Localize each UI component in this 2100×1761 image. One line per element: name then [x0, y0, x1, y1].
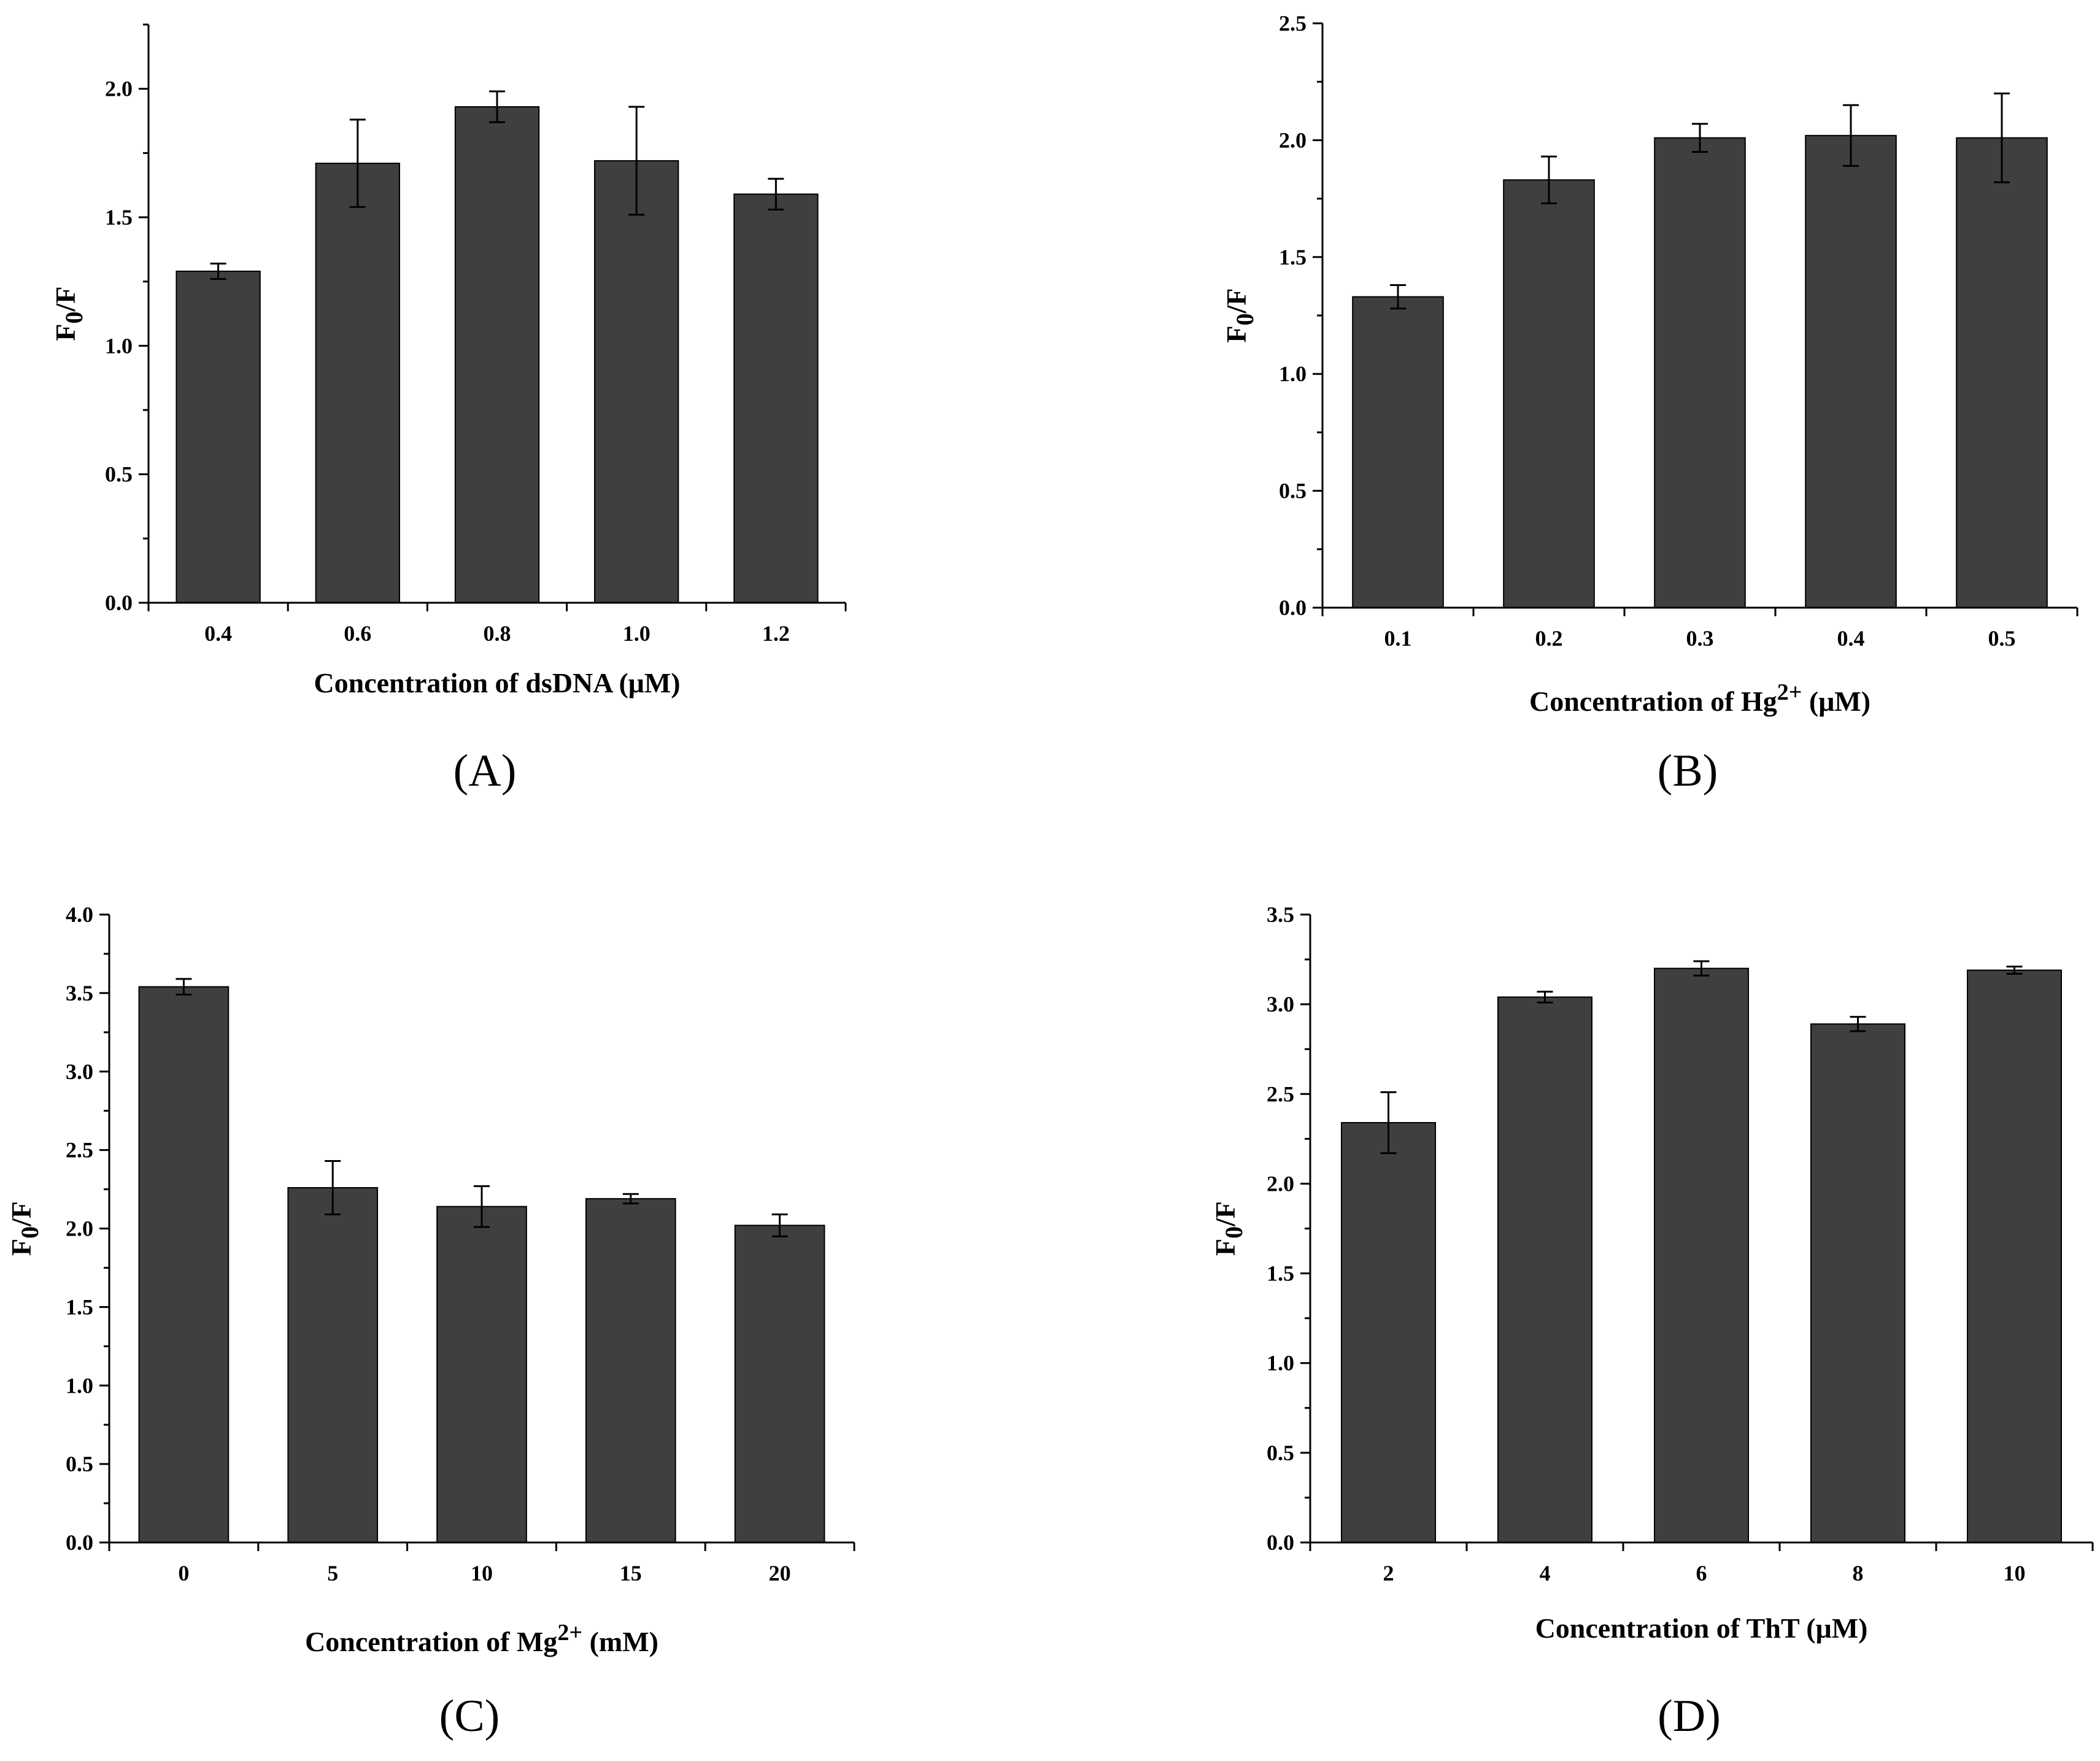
- bar: [176, 270, 261, 604]
- y-tick-label: 1.5: [1279, 245, 1307, 269]
- y-tick-label: 1.0: [105, 333, 133, 358]
- y-tick-label: 4.0: [66, 902, 93, 927]
- bar: [1967, 969, 2062, 1543]
- bar: [138, 986, 230, 1543]
- y-tick-label: 3.0: [66, 1059, 93, 1084]
- x-axis-title: Concentration of ThT (μM): [1535, 1612, 1868, 1644]
- bar: [454, 106, 540, 603]
- x-tick-label: 0.2: [1535, 626, 1563, 651]
- y-axis-title: F0/F: [6, 1201, 44, 1256]
- bar: [1341, 1122, 1436, 1543]
- x-tick-label: 15: [620, 1561, 642, 1585]
- bar: [1503, 179, 1595, 608]
- chart-panel-c: 0.0 0.5 1.0 1.5 2.0 2.5 3.0 3.5 4.0 0 5 10 15 20 Conce…: [6, 902, 855, 1741]
- x-tick-label: 0.4: [1837, 626, 1865, 651]
- y-tick-label: 0.5: [1267, 1441, 1294, 1465]
- panel-label: (A): [454, 746, 517, 796]
- x-tick-label: 0.4: [204, 621, 232, 646]
- panel-label: (C): [439, 1691, 500, 1741]
- x-tick-label: 2: [1383, 1561, 1394, 1585]
- x-axis-title: Concentration of Mg2+ (mM): [305, 1620, 658, 1657]
- x-tick-label: 10: [471, 1561, 493, 1585]
- y-tick-label: 1.0: [1279, 362, 1307, 386]
- x-tick-label: 1.2: [762, 621, 790, 646]
- chart-panel-d: 0.0 0.5 1.0 1.5 2.0 2.5 3.0 3.5 2 4 6 8 10 Concentrat…: [1210, 902, 2094, 1741]
- y-tick-label: 0.0: [1279, 595, 1307, 620]
- y-tick-label: 2.5: [1267, 1082, 1294, 1106]
- x-axis-title: Concentration of dsDNA (μM): [314, 667, 680, 699]
- x-tick-label: 8: [1853, 1561, 1864, 1585]
- y-tick-label: 1.0: [66, 1373, 93, 1398]
- bar: [734, 1225, 825, 1543]
- x-tick-label: 0.8: [484, 621, 511, 646]
- y-tick-label: 1.5: [1267, 1261, 1294, 1286]
- y-tick-label: 1.0: [1267, 1351, 1294, 1376]
- x-tick-label: 0.3: [1686, 626, 1714, 651]
- x-tick-label: 0.6: [344, 621, 371, 646]
- bar: [1956, 137, 2048, 609]
- y-tick-label: 2.0: [1267, 1171, 1294, 1196]
- x-tick-label: 20: [769, 1561, 791, 1585]
- y-tick-label: 3.5: [1267, 902, 1294, 927]
- bar: [1810, 1023, 1905, 1543]
- y-tick-label: 0.0: [1267, 1530, 1294, 1555]
- x-tick-label: 10: [2004, 1561, 2026, 1585]
- y-tick-label: 0.5: [1279, 479, 1307, 503]
- x-tick-label: 1.0: [623, 621, 650, 646]
- x-tick-label: 4: [1540, 1561, 1551, 1585]
- bar: [1654, 137, 1746, 609]
- panel-label: (B): [1658, 746, 1718, 796]
- x-tick-label: 0.5: [1988, 626, 2016, 651]
- y-tick-label: 0.0: [105, 590, 133, 615]
- y-tick-label: 1.5: [66, 1295, 93, 1319]
- y-axis-title: F0/F: [1221, 288, 1259, 343]
- bar: [1497, 996, 1592, 1543]
- y-tick-label: 2.0: [66, 1217, 93, 1241]
- y-tick-label: 0.5: [66, 1452, 93, 1476]
- y-tick-label: 2.5: [66, 1138, 93, 1163]
- x-tick-label: 0: [178, 1561, 189, 1585]
- bar: [733, 193, 819, 603]
- bar: [1352, 296, 1444, 608]
- y-tick-label: 3.5: [66, 981, 93, 1005]
- bar: [436, 1206, 527, 1543]
- panel-label: (D): [1658, 1691, 1721, 1741]
- y-tick-label: 0.0: [66, 1530, 93, 1555]
- bar: [585, 1198, 676, 1543]
- chart-panel-a: 0.0 0.5 1.0 1.5 2.0 0.4 0.6 0.8 1.0 1.2 Concentrat…: [50, 23, 847, 796]
- y-tick-label: 3.0: [1267, 992, 1294, 1016]
- y-tick-label: 2.0: [105, 77, 133, 101]
- y-tick-label: 2.0: [1279, 128, 1307, 152]
- x-tick-label: 5: [327, 1561, 338, 1585]
- bar: [315, 163, 400, 603]
- bar: [594, 160, 679, 604]
- bar: [1654, 967, 1749, 1543]
- chart-panel-b: 0.0 0.5 1.0 1.5 2.0 2.5 0.1 0.2 0.3 0.4 0.5 Concent…: [1221, 11, 2079, 796]
- x-tick-label: 0.1: [1384, 626, 1412, 651]
- bar: [287, 1187, 379, 1543]
- y-tick-label: 1.5: [105, 205, 133, 230]
- x-axis-title: Concentration of Hg2+ (μM): [1529, 679, 1870, 717]
- y-tick-label: 2.5: [1279, 11, 1307, 36]
- x-tick-label: 6: [1696, 1561, 1707, 1585]
- y-tick-label: 0.5: [105, 462, 133, 487]
- bar: [1805, 134, 1897, 608]
- y-axis-title: F0/F: [1210, 1201, 1248, 1256]
- y-axis-title: F0/F: [50, 287, 88, 341]
